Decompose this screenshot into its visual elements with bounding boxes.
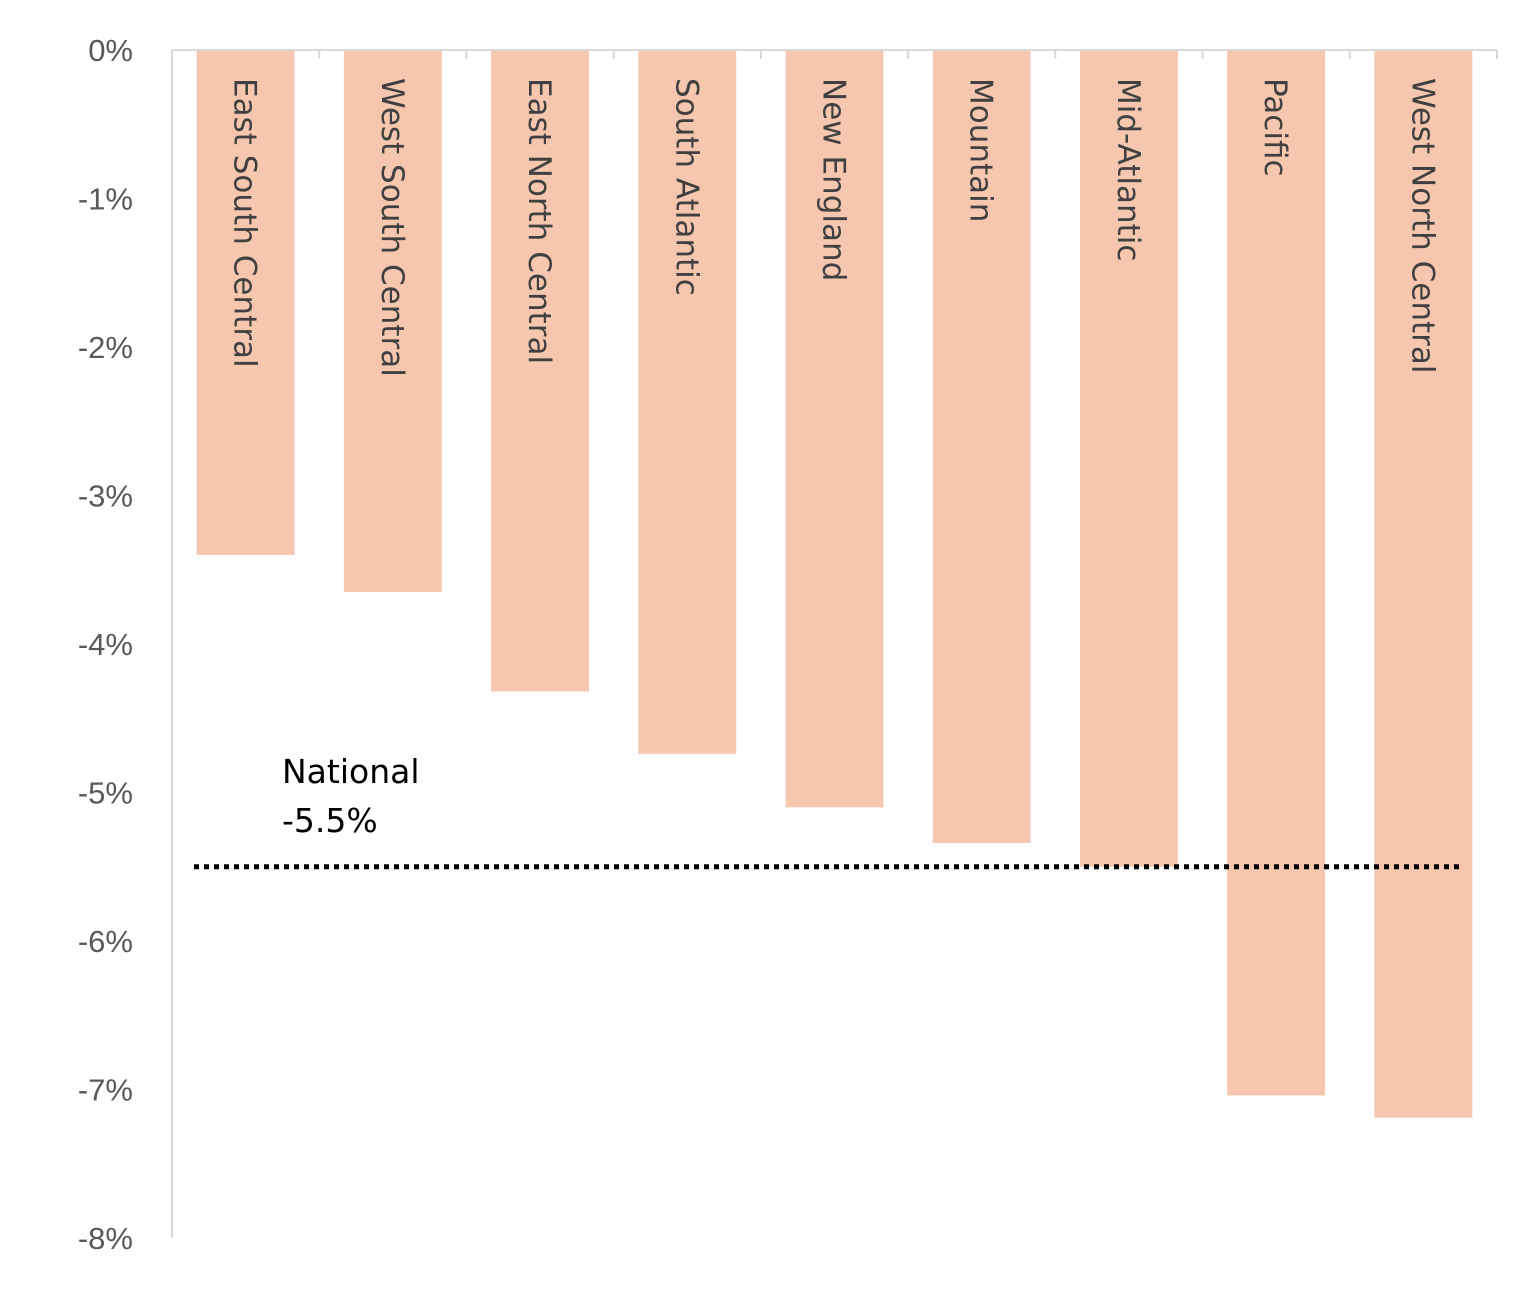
- y-tick-label: -7%: [78, 1073, 133, 1108]
- category-label: Pacific: [1257, 78, 1293, 177]
- bar: [343, 50, 442, 593]
- category-label: South Atlantic: [668, 78, 704, 296]
- bar: [491, 50, 590, 692]
- y-tick-label: -8%: [78, 1221, 133, 1256]
- y-tick-label: 0%: [88, 33, 133, 68]
- axes: [171, 49, 1497, 1238]
- y-axis-ticks: 0% -1% -2% -3% -4% -5% -6% -7% -8%: [78, 33, 133, 1256]
- national-reference: National -5.5%: [194, 752, 1460, 870]
- category-label: West North Central: [1404, 78, 1440, 374]
- x-axis-tick-marks: [171, 50, 1498, 59]
- bar: [1227, 50, 1326, 1096]
- y-tick-label: -6%: [78, 924, 133, 959]
- national-value-label: -5.5%: [282, 801, 378, 840]
- bar: [196, 50, 295, 555]
- y-tick-label: -2%: [78, 330, 133, 365]
- y-tick-label: -3%: [78, 479, 133, 514]
- bar: [638, 50, 737, 754]
- y-tick-label: -5%: [78, 776, 133, 811]
- category-label: East South Central: [227, 78, 263, 368]
- bar: [1374, 50, 1473, 1118]
- bars-group: [196, 50, 1473, 1118]
- category-label: Mid-Atlantic: [1110, 78, 1146, 261]
- bar: [932, 50, 1031, 843]
- bar: [785, 50, 884, 808]
- national-label: National: [282, 752, 420, 791]
- category-label: West South Central: [374, 78, 410, 377]
- y-tick-label: -1%: [78, 182, 133, 217]
- category-label: New England: [816, 78, 852, 281]
- category-label: East North Central: [521, 78, 557, 364]
- category-labels: East South Central West South Central East…: [227, 78, 1441, 377]
- y-tick-label: -4%: [78, 627, 133, 662]
- category-label: Mountain: [963, 78, 999, 222]
- bar: [1079, 50, 1178, 867]
